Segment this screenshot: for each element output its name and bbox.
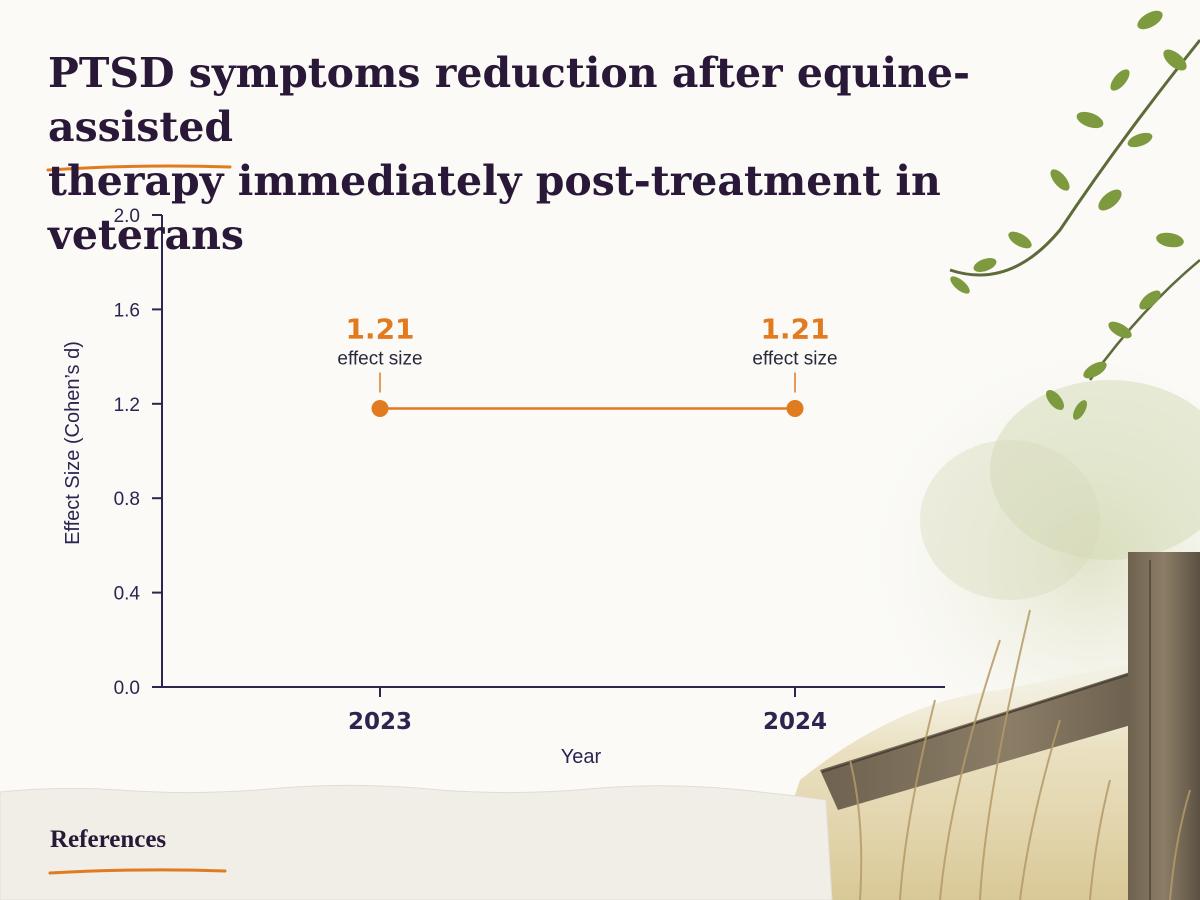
x-axis-label: Year xyxy=(561,746,602,768)
x-tick-label: 2023 xyxy=(348,709,412,735)
y-ticks: 0.0 0.4 0.8 1.2 1.6 2.0 xyxy=(114,206,162,699)
tree-branch xyxy=(949,10,1200,420)
y-tick-label: 1.6 xyxy=(114,300,140,321)
x-tick-label: 2024 xyxy=(763,709,827,735)
data-point xyxy=(786,400,804,418)
references-heading: References xyxy=(50,826,167,853)
data-label-caption: effect size xyxy=(752,349,837,370)
y-axis-label: Effect Size (Cohen’s d) xyxy=(62,341,84,545)
x-ticks: 2023 2024 xyxy=(348,687,827,735)
y-tick-label: 1.2 xyxy=(114,395,140,416)
data-label-value: 1.21 xyxy=(345,313,414,346)
y-tick-label: 0.0 xyxy=(114,678,140,699)
data-point xyxy=(371,400,389,418)
chart-title: PTSD symptoms reduction after equine-ass… xyxy=(48,46,1048,262)
y-tick-label: 0.8 xyxy=(114,489,140,510)
references-underline xyxy=(48,868,227,875)
data-label-caption: effect size xyxy=(337,349,422,370)
grass xyxy=(849,609,1191,900)
y-tick-label: 0.4 xyxy=(114,584,141,605)
fence xyxy=(820,552,1200,900)
data-label-value: 1.21 xyxy=(760,313,829,346)
title-line-2: therapy immediately post-treatment in ve… xyxy=(48,157,941,259)
y-tick-label: 2.0 xyxy=(114,206,140,227)
title-underline xyxy=(46,164,232,172)
series-layer: 1.21 effect size 1.21 effect size xyxy=(337,313,838,418)
title-line-1: PTSD symptoms reduction after equine-ass… xyxy=(48,49,970,151)
